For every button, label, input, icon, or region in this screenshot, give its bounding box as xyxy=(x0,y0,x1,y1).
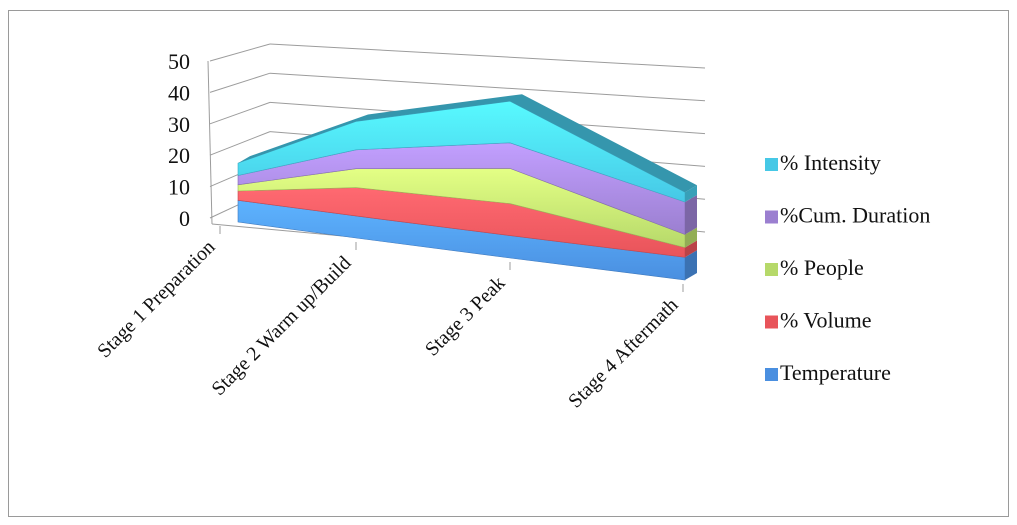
legend-swatch-cum-duration xyxy=(765,210,778,224)
gridline-side-40 xyxy=(209,72,271,93)
y-tick-label-50: 50 xyxy=(168,49,190,74)
series-layer xyxy=(237,94,697,281)
y-tick-label-20: 20 xyxy=(168,143,190,168)
legend-label-intensity: % Intensity xyxy=(780,150,881,175)
gridline-side-20 xyxy=(209,131,271,156)
legend-swatch-people xyxy=(765,263,778,276)
legend: % Intensity %Cum. Duration % People % Volum… xyxy=(765,150,930,385)
series-side-cum-duration xyxy=(685,195,697,235)
y-tick-label-0: 0 xyxy=(179,206,190,231)
series-side-intensity xyxy=(685,185,697,202)
series-side-people xyxy=(685,227,697,248)
legend-swatch-temperature xyxy=(765,368,778,381)
gridline-side-50 xyxy=(209,43,271,62)
legend-label-cum-duration: %Cum. Duration xyxy=(780,203,930,228)
y-tick-label-10: 10 xyxy=(168,175,190,200)
legend-label-temperature: Temperature xyxy=(780,360,891,385)
x-tick-label-stage-1-preparation: Stage 1 Preparation xyxy=(93,236,219,362)
y-axis-line xyxy=(207,60,213,225)
y-axis-ticks: 0 10 20 30 40 50 xyxy=(168,49,190,231)
gridline-back-50 xyxy=(269,43,706,69)
x-tick-label-stage-3-peak: Stage 3 Peak xyxy=(421,272,510,361)
legend-label-people: % People xyxy=(780,255,864,280)
legend-swatch-intensity xyxy=(765,158,778,171)
chart-frame xyxy=(8,10,1009,517)
y-tick-label-30: 30 xyxy=(168,112,190,137)
y-tick-label-40: 40 xyxy=(168,80,190,105)
gridline-back-40 xyxy=(269,72,706,102)
legend-swatch-volume xyxy=(765,315,778,329)
legend-label-volume: % Volume xyxy=(780,308,871,333)
series-side-volume xyxy=(685,240,697,258)
x-tick-label-stage-2-warm-up-build: Stage 2 Warm up/Build xyxy=(207,252,355,400)
series-side-temperature xyxy=(685,250,697,280)
x-tick-label-stage-4-aftermath: Stage 4 Aftermath xyxy=(564,294,682,412)
series-top-ribbon xyxy=(238,94,697,193)
gridline-side-30 xyxy=(209,101,271,125)
